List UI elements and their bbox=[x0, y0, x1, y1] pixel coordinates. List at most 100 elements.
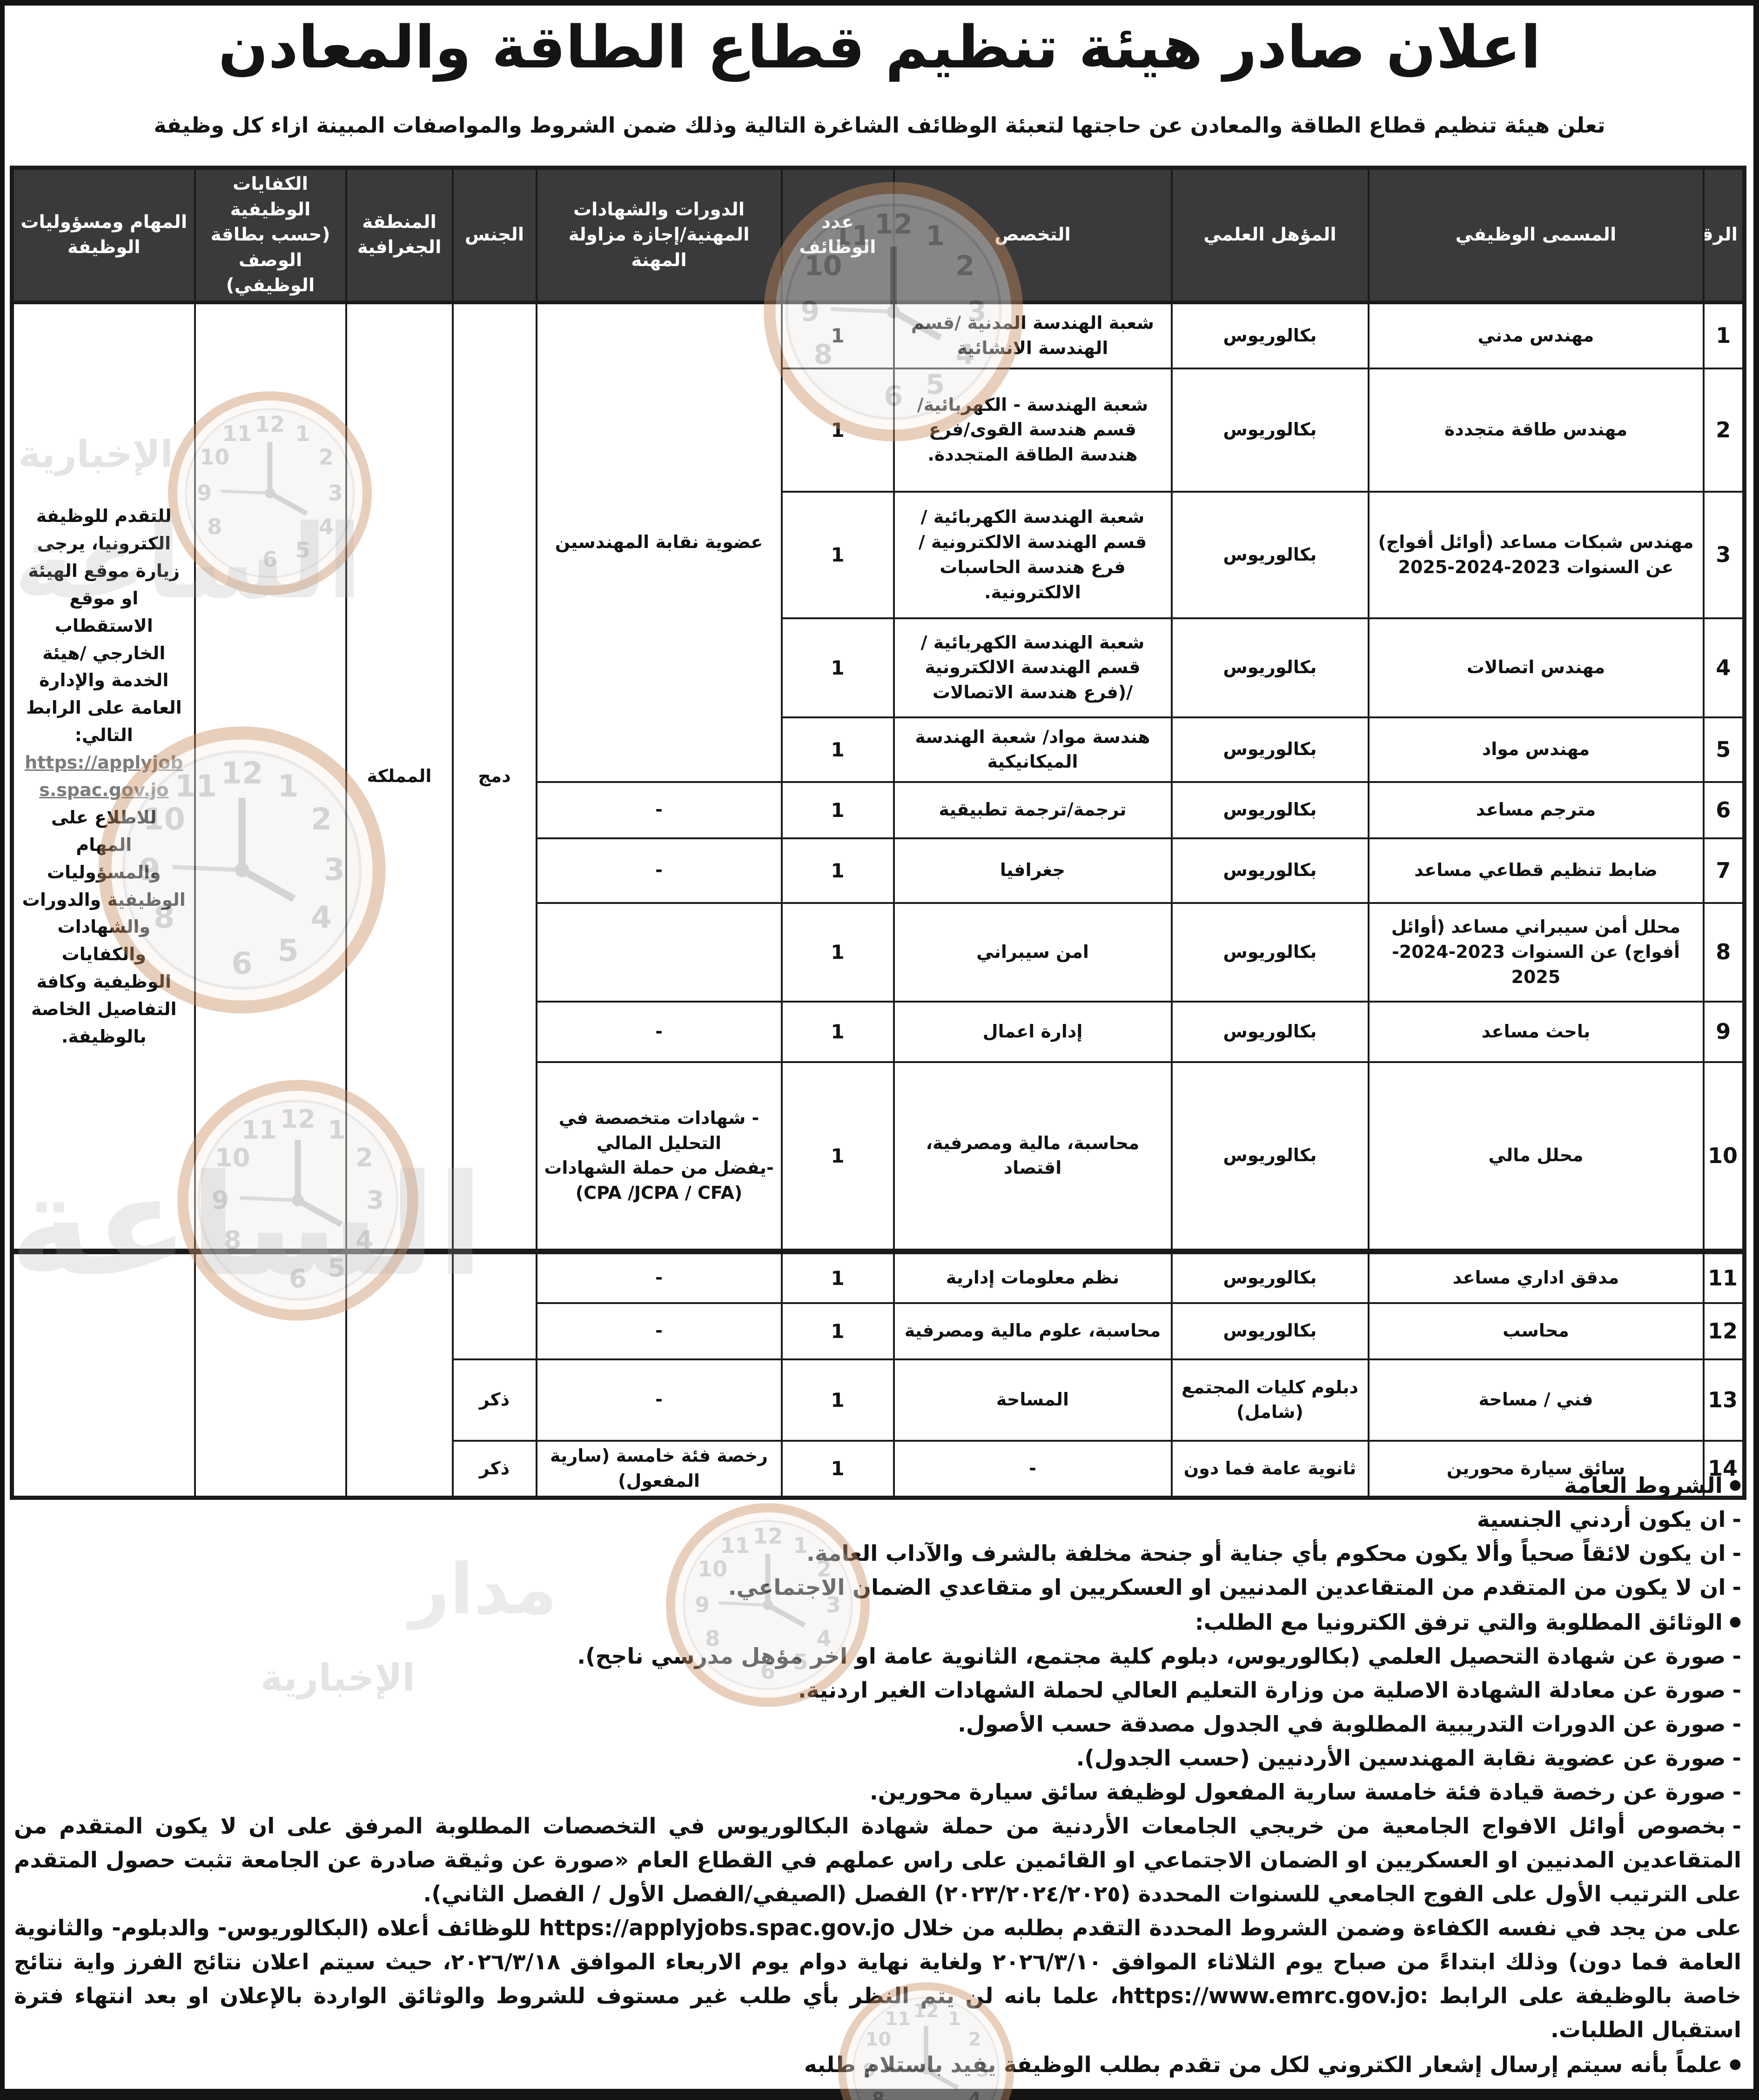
table-row-4: 4 مهندس اتصالات بكالوريوس شعبة الهندسة ا… bbox=[12, 617, 1746, 718]
footer-line: -ان يكون لائقاً صحياً وألا يكون محكوم بأ… bbox=[14, 1537, 1741, 1571]
courses-cell: - bbox=[535, 1000, 783, 1063]
qualification-cell: بكالوريوس bbox=[1170, 781, 1370, 839]
footer-line: -ان يكون أردني الجنسية bbox=[14, 1503, 1741, 1537]
qualification-cell: ثانوية عامة فما دون bbox=[1170, 1439, 1370, 1499]
num-cell: 8 bbox=[1702, 902, 1746, 1003]
tasks-outro: للاطلاع على المهام والمسؤوليات الوظيفية … bbox=[22, 807, 186, 1047]
conditions-section: ●الشروط العامة -ان يكون أردني الجنسية -ا… bbox=[14, 1468, 1741, 2100]
footer-line: -بخصوص أوائل الافواج الجامعية من خريجي ا… bbox=[14, 1809, 1741, 1911]
specialization-cell: شعبة الهندسة الكهربائية /قسم الهندسة الا… bbox=[893, 617, 1173, 718]
header-region: المنطقة الجغرافية bbox=[345, 167, 454, 304]
job-title-cell: محلل مالي bbox=[1367, 1061, 1705, 1252]
dash-icon: - bbox=[1732, 1575, 1741, 1600]
courses-cell: - bbox=[535, 837, 783, 904]
page-border-bottom bbox=[0, 2089, 1759, 2100]
header-gender: الجنس bbox=[451, 167, 537, 304]
page-border-top bbox=[0, 0, 1759, 6]
num-cell: 3 bbox=[1702, 490, 1746, 619]
specialization-cell: ترجمة/ترجمة تطبيقية bbox=[893, 781, 1173, 839]
footer-text: علماً بأنه سيتم إرسال إشعار الكتروني لكل… bbox=[804, 2052, 1723, 2078]
num-cell: 2 bbox=[1702, 367, 1746, 493]
bullet-icon: ● bbox=[1729, 2056, 1741, 2072]
footer-text: ان يكون لائقاً صحياً وألا يكون محكوم بأي… bbox=[806, 1541, 1726, 1566]
count-cell: 1 bbox=[780, 1358, 895, 1442]
dash-icon: - bbox=[1732, 1813, 1741, 1839]
num-cell: 6 bbox=[1702, 781, 1746, 839]
job-title-cell: مترجم مساعد bbox=[1367, 781, 1705, 839]
courses-merged-cell: عضوية نقابة المهندسين bbox=[535, 301, 783, 783]
gender-merged-cell bbox=[451, 1248, 537, 1360]
job-title-cell: مهندس اتصالات bbox=[1367, 617, 1705, 718]
footer-line: -صورة عن شهادة التحصيل العلمي (بكالوريوس… bbox=[14, 1639, 1741, 1673]
tasks-intro: للتقدم للوظيفة الكترونيا، يرجى زيارة موق… bbox=[26, 506, 182, 746]
dash-icon: - bbox=[1732, 1746, 1741, 1771]
dash-icon: - bbox=[1732, 1507, 1741, 1532]
num-cell: 1 bbox=[1702, 301, 1746, 369]
bullet-icon: ● bbox=[1729, 1613, 1741, 1630]
footer-text: صورة عن الدورات التدريبية المطلوبة في ال… bbox=[958, 1712, 1726, 1737]
qualification-cell: بكالوريوس bbox=[1170, 301, 1370, 369]
specialization-cell: إدارة اعمال bbox=[893, 1000, 1173, 1063]
page-subtitle: تعلن هيئة تنظيم قطاع الطاقة والمعادن عن … bbox=[154, 113, 1605, 138]
footer-line: -صورة عن رخصة قيادة فئة خامسة سارية المف… bbox=[14, 1775, 1741, 1809]
footer-text: ان لا يكون من المتقدم من المتقاعدين المد… bbox=[728, 1575, 1726, 1600]
job-title-cell: سائق سيارة محورين bbox=[1367, 1439, 1705, 1499]
qualification-cell: بكالوريوس bbox=[1170, 1061, 1370, 1252]
gender-merged-cell: دمج bbox=[451, 301, 537, 1252]
courses-cell bbox=[535, 902, 783, 1003]
num-cell: 5 bbox=[1702, 716, 1746, 783]
dash-icon: - bbox=[1732, 1779, 1741, 1805]
specialization-cell: هندسة مواد/ شعبة الهندسة الميكانيكية bbox=[893, 716, 1173, 783]
specialization-cell: المساحة bbox=[893, 1358, 1173, 1442]
footer-line: -ان لا يكون من المتقدم من المتقاعدين الم… bbox=[14, 1571, 1741, 1605]
job-title-cell: باحث مساعد bbox=[1367, 1000, 1705, 1063]
table-row-10: 10 محلل مالي بكالوريوس محاسبة، مالية ومص… bbox=[12, 1061, 1746, 1252]
num-cell: 9 bbox=[1702, 1000, 1746, 1063]
dash-icon: - bbox=[1732, 1644, 1741, 1669]
page-border-left bbox=[0, 0, 5, 2100]
dash-icon: - bbox=[1732, 1678, 1741, 1703]
num-cell: 12 bbox=[1702, 1302, 1746, 1360]
count-cell: 1 bbox=[780, 1439, 895, 1499]
table-row-14: 14 سائق سيارة محورين ثانوية عامة فما دون… bbox=[12, 1439, 1746, 1499]
table-row-6: 6 مترجم مساعد بكالوريوس ترجمة/ترجمة تطبي… bbox=[12, 781, 1746, 839]
table-row-8: 8 محلل أمن سيبراني مساعد (أوائل أفواج) ع… bbox=[12, 902, 1746, 1003]
job-title-cell: مدقق اداري مساعد bbox=[1367, 1248, 1705, 1304]
footer-text: الشروط العامة bbox=[1564, 1473, 1723, 1498]
qualification-cell: بكالوريوس bbox=[1170, 1000, 1370, 1063]
specialization-cell: شعبة الهندسة المدنية /قسم الهندسة الانشا… bbox=[893, 301, 1173, 369]
vacancies-table: الرقم المسمى الوظيفي المؤهل العلمي التخص… bbox=[10, 166, 1746, 1500]
footer-line: -صورة عن معادلة الشهادة الاصلية من وزارة… bbox=[14, 1673, 1741, 1707]
header-competencies: الكفايات الوظيفية (حسب بطاقة الوصف الوظي… bbox=[194, 167, 347, 304]
footer-text: صورة عن معادلة الشهادة الاصلية من وزارة … bbox=[798, 1678, 1726, 1703]
qualification-cell: بكالوريوس bbox=[1170, 367, 1370, 493]
tasks-merged-cell: للتقدم للوظيفة الكترونيا، يرجى زيارة موق… bbox=[11, 301, 196, 1252]
footer-line: ● الشروط العامة bbox=[14, 1468, 1741, 1503]
count-cell: 1 bbox=[780, 1000, 895, 1063]
bullet-icon: ● bbox=[1729, 1477, 1741, 1493]
job-title-cell: مهندس مدني bbox=[1367, 301, 1705, 369]
courses-cell: - شهادات متخصصة في التحليل المالي -يفضل … bbox=[535, 1061, 783, 1252]
footer-text: بخصوص أوائل الافواج الجامعية من خريجي ال… bbox=[14, 1813, 1741, 1907]
footer-text: صورة عن رخصة قيادة فئة خامسة سارية المفع… bbox=[869, 1779, 1726, 1805]
table-row-12: 12 محاسب بكالوريوس محاسبة، علوم مالية وم… bbox=[12, 1302, 1746, 1360]
count-cell: 1 bbox=[780, 716, 895, 783]
apply-link[interactable]: https://applyjobs.spac.gov.jo bbox=[25, 752, 183, 800]
footer-line: ● علماً بأنه سيتم إرسال إشعار الكتروني لك… bbox=[14, 2047, 1741, 2082]
specialization-cell: شعبة الهندسة الكهربائية /قسم الهندسة الا… bbox=[893, 490, 1173, 619]
table-row-9: 9 باحث مساعد بكالوريوس إدارة اعمال 1 - bbox=[12, 1000, 1746, 1063]
region-merged-cell: المملكة bbox=[345, 301, 454, 1252]
courses-cell: رخصة فئة خامسة (سارية المفعول) bbox=[535, 1439, 783, 1499]
footer-line: -صورة عن الدورات التدريبية المطلوبة في ا… bbox=[14, 1707, 1741, 1741]
job-title-cell: محلل أمن سيبراني مساعد (أوائل أفواج) عن … bbox=[1367, 902, 1705, 1003]
count-cell: 1 bbox=[780, 1061, 895, 1252]
num-cell: 14 bbox=[1702, 1439, 1746, 1499]
tasks-merged-cell bbox=[11, 1248, 196, 1499]
job-title-cell: مهندس طاقة متجددة bbox=[1367, 367, 1705, 493]
courses-cell: - bbox=[535, 1358, 783, 1442]
qualification-cell: بكالوريوس bbox=[1170, 1302, 1370, 1360]
footer-text: على من يجد في نفسه الكفاءة وضمن الشروط ا… bbox=[14, 1915, 1742, 2043]
region-merged-cell bbox=[345, 1248, 454, 1499]
gender-cell: ذكر bbox=[451, 1439, 537, 1499]
